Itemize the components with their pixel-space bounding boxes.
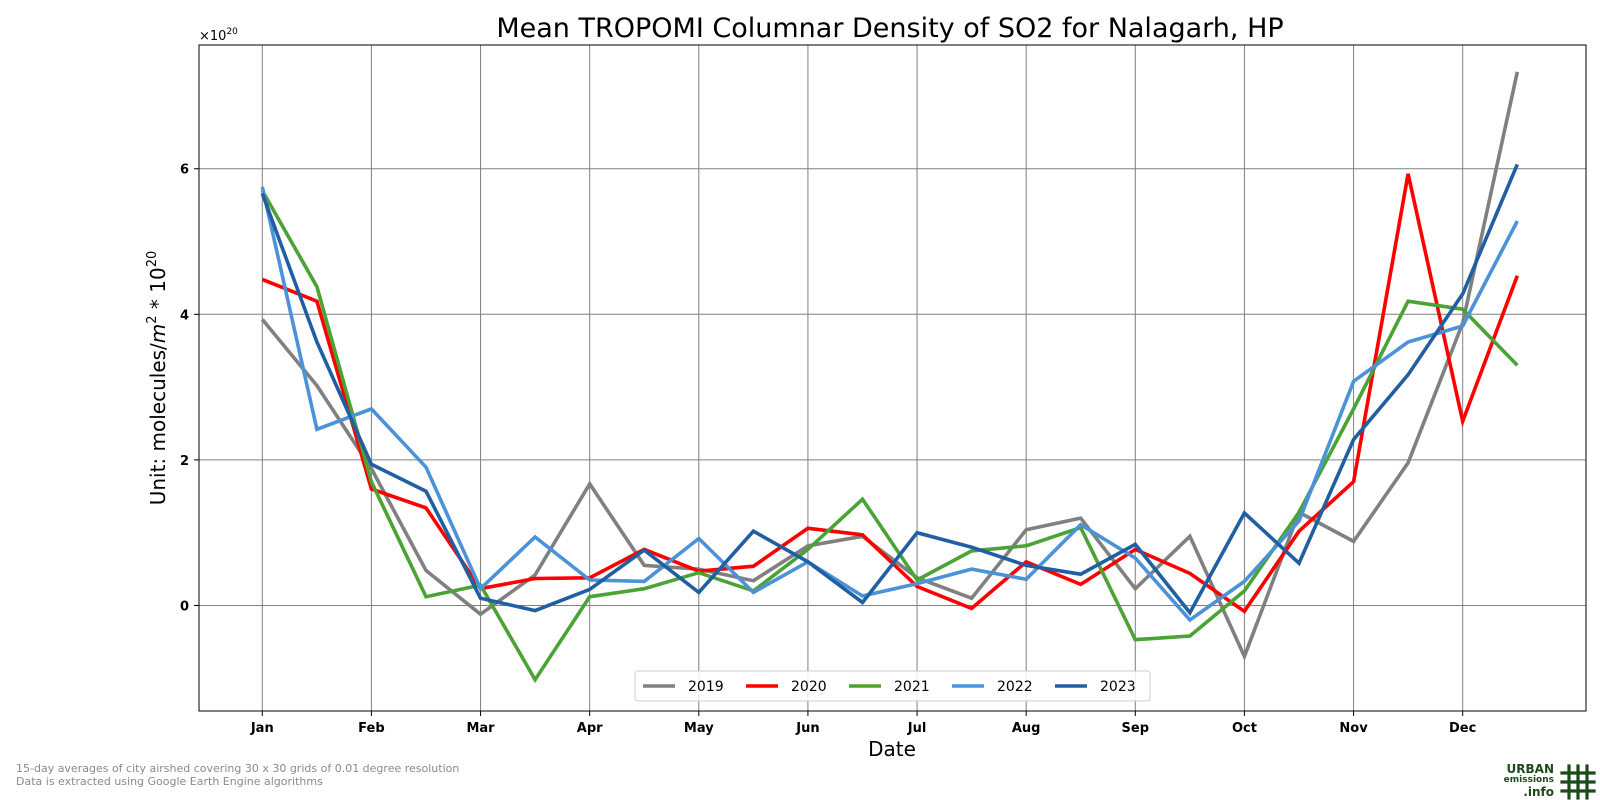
logo-text-urban: URBAN xyxy=(1506,762,1554,776)
x-tick-label: Feb xyxy=(358,721,384,736)
plot-frame xyxy=(198,44,1587,712)
x-tick-label: Jan xyxy=(250,721,274,736)
x-axis-title: Date xyxy=(868,737,916,761)
y-axis-title-unit-sq: 2 xyxy=(145,315,160,323)
x-tick-label: Aug xyxy=(1012,721,1041,736)
y-axis-title-unit-exp: 20 xyxy=(145,251,160,268)
legend-label-2020: 2020 xyxy=(791,679,827,695)
legend-label-2019: 2019 xyxy=(688,679,724,695)
grid xyxy=(199,45,1586,711)
y-offset-exp: 20 xyxy=(226,27,238,37)
series-lines xyxy=(260,71,1520,684)
legend-label-2023: 2023 xyxy=(1100,679,1136,695)
series-line-2019 xyxy=(260,71,1520,662)
y-tick-label: 4 xyxy=(180,308,189,323)
series-line-2023 xyxy=(260,163,1519,616)
x-tick-label: Apr xyxy=(577,721,603,736)
y-axis-title-unit-m: m xyxy=(146,324,170,343)
legend: 2019 2020 2021 2022 2023 xyxy=(634,670,1151,702)
x-tick-label: Nov xyxy=(1339,721,1368,736)
x-tick-label: Jul xyxy=(907,721,927,736)
y-axis-title: Unit: molecules/m2 * 1020 xyxy=(145,251,170,506)
grid-logo-icon xyxy=(1560,764,1596,800)
x-tick-label: Sep xyxy=(1122,721,1150,736)
footnote-line-2: Data is extracted using Google Earth Eng… xyxy=(16,775,323,788)
series-line-2022 xyxy=(260,186,1519,623)
y-axis-title-unit-times: * 10 xyxy=(146,267,170,315)
x-tick-label: Jun xyxy=(795,721,819,736)
y-axis-title-text: Unit: molecules/ xyxy=(146,343,170,505)
footnote-line-1: 15-day averages of city airshed covering… xyxy=(16,762,460,775)
x-tick-label: Mar xyxy=(466,721,495,736)
legend-label-2021: 2021 xyxy=(894,679,930,695)
x-tick-label: Dec xyxy=(1449,721,1476,736)
y-tick-label: 2 xyxy=(180,454,189,469)
chart-title: Mean TROPOMI Columnar Density of SO2 for… xyxy=(496,13,1283,44)
y-tick-label: 6 xyxy=(180,163,189,178)
series-line-2021 xyxy=(260,189,1519,684)
series-line-2020 xyxy=(261,173,1519,614)
logo-text-info: .info xyxy=(1523,785,1554,799)
x-tick-label: Oct xyxy=(1232,721,1257,736)
legend-label-2022: 2022 xyxy=(997,679,1033,695)
ticks: Jan Feb Mar Apr May Jun Jul Aug Sep Oct Nov Dec 0 2 4 6 xyxy=(180,163,1476,736)
urban-emissions-logo: URBAN emissions .info xyxy=(1498,762,1598,800)
y-offset-base: ×10 xyxy=(199,29,226,44)
y-offset-text: ×1020 xyxy=(199,27,238,44)
x-tick-label: May xyxy=(684,721,714,736)
y-tick-label: 0 xyxy=(180,599,189,614)
legend-box xyxy=(634,670,1151,702)
logo-text-emissions: emissions xyxy=(1503,775,1554,785)
